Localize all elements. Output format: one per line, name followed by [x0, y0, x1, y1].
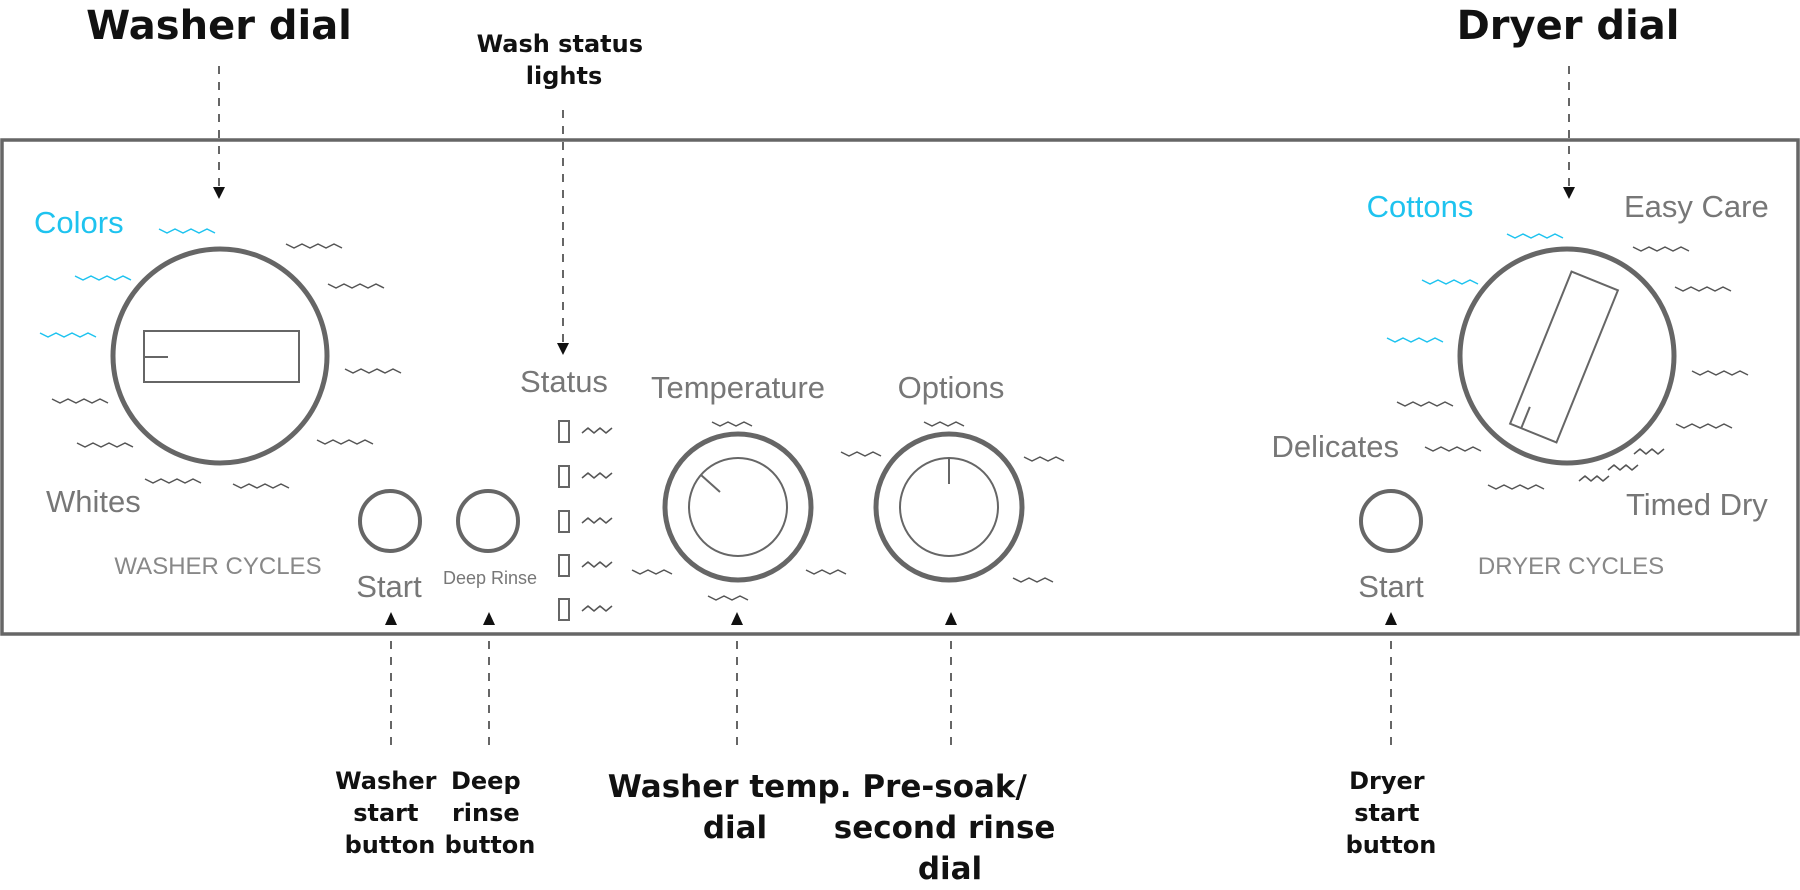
washer-dial-callout: Washer dial	[86, 3, 352, 49]
status-light	[558, 420, 613, 443]
cycle-mark	[327, 283, 385, 289]
wash-status-lights-callout: Wash status lights	[477, 30, 652, 90]
status-light	[558, 465, 613, 488]
options-dial-arrowhead	[945, 612, 957, 625]
washer-temp-dial[interactable]	[662, 431, 814, 583]
callout-line: Wash status	[477, 30, 643, 58]
deep-rinse-arrowhead	[483, 612, 495, 625]
callout-line: Pre-soak/	[862, 769, 1027, 805]
status-light	[558, 554, 613, 577]
cycle-mark	[1396, 401, 1454, 407]
option-mark	[1012, 577, 1054, 583]
deep-rinse-label: Deep Rinse	[443, 568, 537, 588]
callout-line: dial	[703, 810, 767, 846]
callout-line: Washer	[335, 767, 436, 795]
cycle-mark	[1487, 484, 1545, 490]
callout-line: rinse	[452, 799, 520, 827]
options-marks	[840, 421, 1065, 583]
callout-line: dial	[918, 851, 982, 887]
status-light	[558, 510, 613, 533]
washer-dial[interactable]	[110, 246, 330, 466]
temp-mark	[631, 569, 673, 575]
cycle-mark	[344, 368, 402, 374]
dryer-delicates-label: Delicates	[1272, 429, 1400, 464]
callout-line: button	[445, 831, 536, 859]
dryer-cycles-label: DRYER CYCLES	[1478, 553, 1664, 580]
dryer-cottons-label: Cottons	[1367, 189, 1474, 224]
dryer-easy-care-label: Easy Care	[1624, 189, 1769, 224]
cycle-mark	[76, 442, 134, 448]
cycle-mark	[1421, 279, 1479, 285]
washer-temp-dial-callout: Washer temp. dial	[608, 769, 863, 846]
presoak-second-rinse-dial[interactable]	[873, 431, 1025, 583]
callout-line: start	[353, 799, 418, 827]
option-mark	[840, 451, 882, 457]
callout-line: Deep	[451, 767, 521, 795]
washer-start-button-callout: Washer start button	[335, 767, 445, 859]
cycle-mark	[316, 439, 374, 445]
cycle-mark	[158, 228, 216, 234]
cycle-mark	[1632, 246, 1690, 252]
dryer-dial-callout: Dryer dial	[1457, 3, 1680, 49]
washer-start-arrowhead	[385, 612, 397, 625]
cycle-mark	[1633, 448, 1665, 455]
washer-whites-label: Whites	[46, 484, 141, 519]
cycle-mark	[1607, 464, 1639, 471]
temp-mark	[805, 569, 847, 575]
presoak-dial-callout: Pre-soak/ second rinse dial	[834, 769, 1066, 887]
temp-dial-arrowhead	[731, 612, 743, 625]
status-lights-arrowhead	[557, 343, 569, 355]
cycle-mark	[1506, 233, 1564, 239]
dryer-start-arrowhead	[1385, 612, 1397, 625]
cycle-mark	[39, 332, 97, 338]
status-light	[558, 598, 613, 621]
cycle-mark	[1386, 337, 1444, 343]
dryer-start-label: Start	[1358, 569, 1424, 604]
temperature-label: Temperature	[651, 370, 825, 405]
washer-cycles-label: WASHER CYCLES	[114, 553, 321, 580]
washer-start-button[interactable]	[358, 489, 422, 553]
cycle-mark	[285, 243, 343, 249]
cycle-mark	[74, 275, 132, 281]
status-label: Status	[520, 364, 608, 399]
cycle-mark	[1675, 423, 1733, 429]
option-mark	[923, 421, 965, 427]
cycle-mark	[1578, 475, 1610, 482]
washer-start-label: Start	[356, 569, 422, 604]
callout-line: second rinse	[834, 810, 1056, 846]
deep-rinse-button-callout: Deep rinse button	[445, 767, 536, 859]
callout-line: button	[345, 831, 436, 859]
dryer-timed-dry-label: Timed Dry	[1626, 487, 1768, 522]
cycle-mark	[1674, 286, 1732, 292]
temp-mark	[711, 421, 753, 427]
dryer-dial[interactable]	[1457, 246, 1677, 466]
dryer-start-button-callout: Dryer start button	[1346, 767, 1437, 859]
washer-cycle-marks	[39, 228, 402, 489]
dryer-dial-arrowhead	[1563, 187, 1575, 199]
callout-line: lights	[526, 62, 602, 90]
control-panel	[0, 138, 1800, 636]
cycle-mark	[232, 483, 290, 489]
temp-mark	[707, 595, 749, 601]
cycle-mark	[144, 478, 202, 484]
option-mark	[1023, 456, 1065, 462]
cycle-mark	[51, 398, 109, 404]
status-lights	[558, 420, 613, 621]
callout-line: Washer temp.	[608, 769, 852, 805]
washer-dial-arrowhead	[213, 187, 225, 199]
callout-line: start	[1354, 799, 1419, 827]
washer-colors-label: Colors	[34, 205, 124, 240]
deep-rinse-button[interactable]	[456, 489, 520, 553]
temperature-marks	[631, 421, 847, 601]
callout-line: Dryer	[1349, 767, 1425, 795]
options-label: Options	[898, 370, 1005, 405]
callout-line: button	[1346, 831, 1437, 859]
cycle-mark	[1424, 446, 1482, 452]
cycle-mark	[1691, 370, 1749, 376]
dryer-cycle-marks	[1386, 233, 1749, 490]
dryer-start-button[interactable]	[1359, 489, 1423, 553]
